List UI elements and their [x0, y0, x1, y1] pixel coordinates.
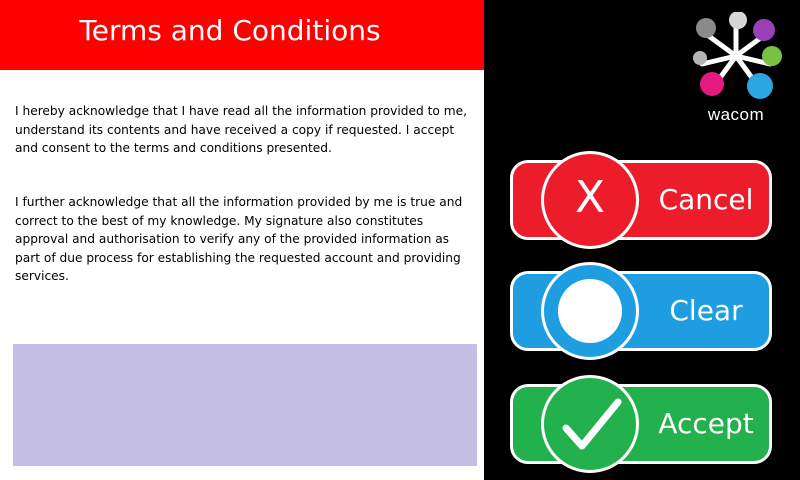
clear-button[interactable]: Clear	[510, 262, 772, 360]
accept-icon-circle	[541, 375, 639, 473]
terms-paragraph-1: I hereby acknowledge that I have read al…	[15, 104, 467, 155]
wacom-logo-icon	[693, 11, 782, 99]
clear-label: Clear	[669, 294, 743, 327]
terms-paragraph-2: I further acknowledge that all the infor…	[15, 195, 463, 283]
x-icon: X	[574, 172, 606, 223]
accept-button[interactable]: Accept	[510, 375, 772, 473]
terms-panel: Terms and Conditions I hereby acknowledg…	[0, 0, 484, 480]
circle-icon	[558, 279, 622, 343]
page-title: Terms and Conditions	[79, 14, 381, 47]
signature-pad[interactable]	[13, 344, 477, 466]
wacom-logo: wacom	[690, 11, 782, 130]
cancel-label: Cancel	[658, 183, 754, 216]
title-bar: Terms and Conditions	[0, 0, 484, 70]
accept-label: Accept	[658, 407, 754, 440]
cancel-button[interactable]: X Cancel	[510, 151, 772, 249]
checkmark-icon	[562, 398, 622, 450]
clear-icon-circle	[541, 262, 639, 360]
wacom-wordmark: wacom	[707, 105, 765, 124]
cancel-icon-circle: X	[541, 151, 639, 249]
